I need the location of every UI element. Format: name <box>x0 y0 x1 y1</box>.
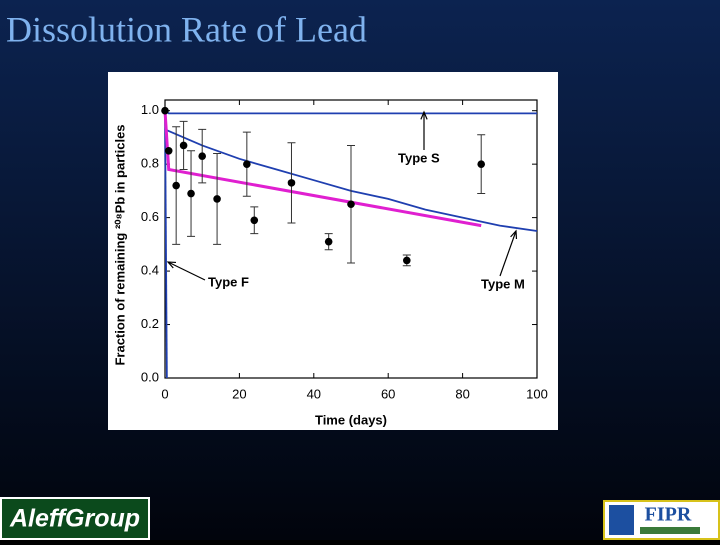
logo-right-icon <box>609 505 634 535</box>
point <box>324 237 333 246</box>
chart: 0 20 40 60 80 100 0.0 0.2 0.4 0.6 0.8 1.0 Time (days… <box>112 99 548 427</box>
y-tick-label: 0.0 <box>141 369 159 384</box>
logo-left-box <box>0 497 150 540</box>
curve <box>163 110 482 228</box>
annotation-arrowhead <box>166 261 177 269</box>
annotation-arrowhead <box>510 229 518 240</box>
chart-panel <box>108 72 558 430</box>
point <box>403 256 411 265</box>
logo-left: AleffGroup <box>9 505 140 533</box>
point <box>287 179 296 187</box>
x-tick-label: 20 <box>232 386 246 401</box>
y-tick-label: 0.2 <box>141 316 159 331</box>
point <box>477 160 486 168</box>
x-tick-label: 40 <box>307 386 321 401</box>
point <box>164 146 173 155</box>
point <box>198 152 206 160</box>
logo-right: FIPR <box>645 504 692 526</box>
point <box>179 141 188 150</box>
point <box>250 216 259 225</box>
x-tick-label: 60 <box>381 386 395 401</box>
annotation-arrowhead <box>420 110 428 120</box>
point <box>172 181 180 190</box>
point <box>161 106 169 115</box>
x-tick-label: 0 <box>161 386 168 401</box>
y-tick-label: 0.6 <box>141 209 159 224</box>
logo-right-strip <box>640 527 700 534</box>
point <box>187 189 195 198</box>
annotation: Type M <box>481 276 525 291</box>
x-tick-label: 100 <box>526 386 548 401</box>
point <box>347 200 355 209</box>
x-tick-label: 80 <box>455 386 469 401</box>
y-tick-label: 0.8 <box>141 156 159 171</box>
annotation: Type S <box>398 150 440 165</box>
y-axis-label: Fraction of remaining ²⁰⁸Pb in particles <box>112 124 127 365</box>
annotation-arrow <box>167 261 206 281</box>
annotation-arrow <box>499 230 517 277</box>
y-tick-label: 1.0 <box>141 102 159 117</box>
curve <box>164 110 168 379</box>
slide-title: Dissolution Rate of Lead <box>6 9 367 49</box>
point <box>213 195 221 203</box>
annotation: Type F <box>208 274 249 289</box>
x-axis-label: Time (days) <box>315 412 387 427</box>
point <box>243 160 251 168</box>
y-tick-label: 0.4 <box>141 263 159 278</box>
